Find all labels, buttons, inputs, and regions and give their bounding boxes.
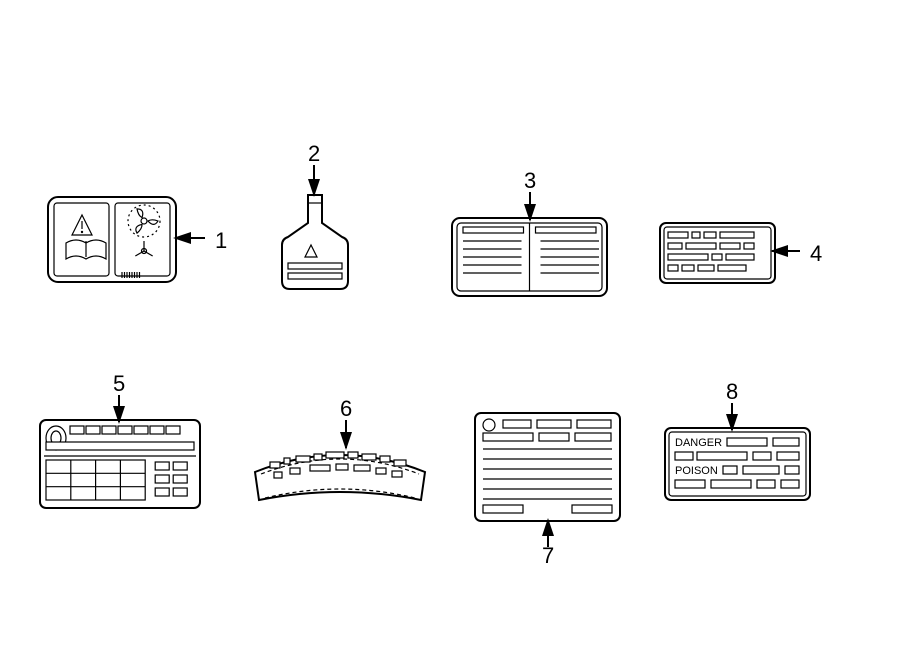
emission-label (660, 223, 775, 283)
callout-8: 8 (726, 379, 738, 430)
info-card (452, 218, 607, 296)
callout-number-4: 4 (810, 241, 822, 266)
caution-label (48, 197, 176, 282)
callout-3: 3 (524, 168, 536, 220)
poison-text: POISON (675, 465, 718, 477)
callout-2: 2 (308, 141, 320, 195)
callout-number-6: 6 (340, 396, 352, 421)
callout-number-1: 1 (215, 228, 227, 253)
callout-4: 4 (772, 241, 822, 266)
callout-number-2: 2 (308, 141, 320, 166)
danger-poison-label: DANGER POISON (665, 428, 810, 500)
callout-number-3: 3 (524, 168, 536, 193)
callout-7: 7 (542, 520, 554, 568)
callout-number-5: 5 (113, 371, 125, 396)
tire-pressure-label (40, 420, 200, 508)
spec-form-label (475, 413, 620, 521)
curved-belt-label (255, 452, 425, 500)
callout-number-8: 8 (726, 379, 738, 404)
bottle-label (282, 195, 348, 289)
callout-1: 1 (175, 228, 227, 253)
callout-6: 6 (340, 396, 352, 448)
callout-5: 5 (113, 371, 125, 422)
danger-text: DANGER (675, 437, 722, 449)
